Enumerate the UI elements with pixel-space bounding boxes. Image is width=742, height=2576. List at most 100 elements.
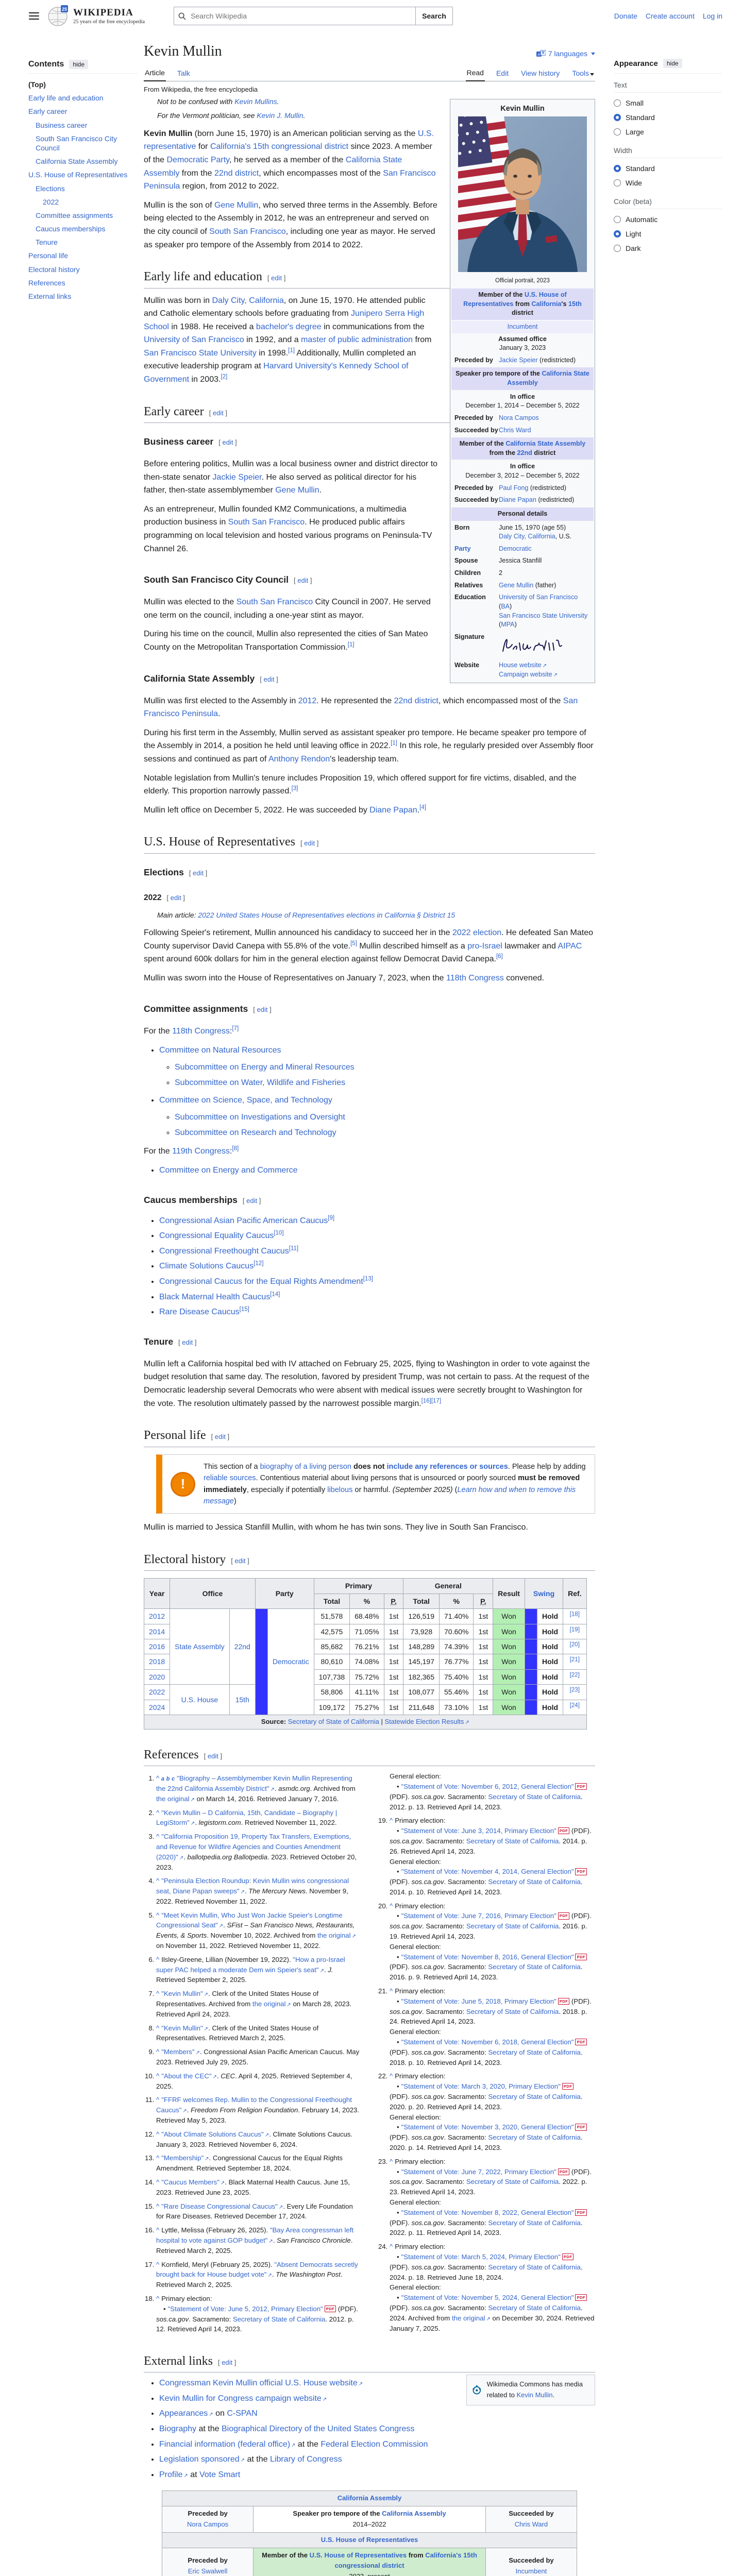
wiki-link[interactable]: California State Assembly — [144, 155, 402, 178]
wiki-link[interactable]: "Statement of Vote: November 4, 2014, Ge… — [401, 1868, 574, 1876]
wiki-link[interactable]: Daly City, California — [212, 296, 284, 305]
wiki-link[interactable]: U.S. House of Representatives — [321, 2535, 418, 2544]
wiki-link[interactable]: Nora Campos — [499, 414, 539, 421]
toc-item-california-state-assembly[interactable]: California State Assembly — [36, 157, 118, 166]
wiki-link[interactable]: "How a pro-Israel super PAC helped a mod… — [156, 1955, 345, 1974]
backlink[interactable]: ^ — [156, 1990, 160, 1998]
wiki-link[interactable]: 2012 — [149, 1612, 165, 1621]
wiki-link[interactable]: "Statement of Vote: June 7, 2016, Primar… — [401, 1912, 556, 1920]
wiki-link[interactable]: Appearances — [159, 2409, 208, 2418]
wikipedia-logo[interactable]: 25 WIKIPEDIA 25 years of the free encycl… — [47, 4, 145, 28]
wiki-link[interactable]: "Statement of Vote: March 5, 2024, Prima… — [401, 2252, 561, 2261]
wiki-link[interactable]: South San Francisco — [228, 518, 305, 527]
wiki-link[interactable]: references or sources — [430, 1462, 508, 1471]
header-link-donate[interactable]: Donate — [614, 12, 637, 20]
wiki-link[interactable]: "About Climate Solutions Caucus" — [161, 2130, 264, 2138]
wiki-link[interactable]: California's 15th congressional district — [334, 2551, 477, 2570]
header-link-log-in[interactable]: Log in — [702, 12, 722, 20]
wiki-link[interactable]: Climate Solutions Caucus — [159, 1262, 254, 1271]
wiki-link[interactable]: California State Assembly — [505, 440, 586, 448]
edit-link[interactable]: edit — [222, 438, 233, 447]
wiki-link[interactable]: Secretary of State of California — [488, 2303, 581, 2312]
wiki-link[interactable]: San Francisco State University — [144, 348, 257, 358]
wiki-link[interactable]: Anthony Rendon — [268, 754, 330, 764]
toc-item--top-[interactable]: (Top) — [28, 80, 46, 89]
wiki-link[interactable]: "Kevin Mullin" — [161, 2024, 203, 2032]
reference-citation[interactable]: [23] — [569, 1687, 580, 1693]
toc-item-committee-assignments[interactable]: Committee assignments — [36, 211, 113, 219]
wiki-link[interactable]: Kevin Mullin for Congress campaign websi… — [159, 2394, 322, 2403]
wiki-link[interactable]: Incumbent — [515, 2567, 547, 2575]
wiki-link[interactable]: "FFRF welcomes Rep. Mullin to the Congre… — [156, 2096, 352, 2114]
wiki-link[interactable]: Secretary of State of California — [466, 1837, 559, 1845]
reference-citation[interactable]: [22] — [569, 1672, 580, 1679]
wiki-link[interactable]: AIPAC — [558, 941, 582, 951]
wiki-link[interactable]: Rare Disease Caucus — [159, 1308, 240, 1317]
wiki-link[interactable]: Democratic — [272, 1657, 309, 1666]
wiki-link[interactable]: Swing — [533, 1589, 555, 1598]
wiki-link[interactable]: Eric Swalwell — [188, 2567, 228, 2575]
wiki-link[interactable]: "Meet Kevin Mullin, Who Just Won Jackie … — [156, 1911, 343, 1929]
contents-hide-button[interactable]: hide — [69, 60, 89, 69]
wiki-link[interactable]: California's 15th congressional district — [210, 142, 349, 151]
toc-item-south-san-francisco-city-council[interactable]: South San Francisco City Council — [36, 134, 117, 152]
backlink[interactable]: ^ — [390, 2072, 393, 2080]
header-link-create-account[interactable]: Create account — [645, 12, 695, 20]
backlink[interactable]: ^ — [156, 2202, 160, 2210]
backlink[interactable]: ^ — [156, 2048, 160, 2056]
tab-talk[interactable]: Talk — [177, 69, 190, 77]
wiki-link[interactable]: "Bay Area congressman left hospital to v… — [156, 2226, 354, 2244]
backlink[interactable]: ^ — [156, 1808, 160, 1817]
wiki-link[interactable]: Secretary of State of California — [488, 2048, 581, 2056]
wiki-link[interactable]: "Biography – Assemblymember Kevin Mullin… — [156, 1774, 352, 1792]
wiki-link[interactable]: 2024 — [149, 1703, 165, 1711]
wiki-link[interactable]: Statewide Election Results — [384, 1717, 464, 1725]
toc-item-personal-life[interactable]: Personal life — [28, 251, 69, 260]
wiki-link[interactable]: Diane Papan — [499, 496, 536, 504]
backlink[interactable]: ^ — [156, 1833, 160, 1841]
tab-read[interactable]: Read — [465, 65, 485, 81]
wiki-link[interactable]: Vote Smart — [199, 2470, 241, 2479]
wiki-link[interactable]: Gene Mullin — [214, 200, 259, 210]
toc-item-early-life-and-education[interactable]: Early life and education — [28, 94, 104, 103]
radio-standard[interactable]: Standard — [614, 161, 722, 176]
wiki-link[interactable]: BA — [501, 602, 510, 610]
reference-citation[interactable]: [3] — [291, 785, 298, 792]
reference-citation[interactable]: [8] — [232, 1146, 239, 1153]
backlink[interactable]: ^ — [156, 2024, 160, 2032]
edit-link[interactable]: edit — [212, 409, 224, 417]
wiki-link[interactable]: "Caucus Members" — [161, 2178, 220, 2187]
hamburger-menu-icon[interactable] — [29, 12, 39, 20]
wiki-link[interactable]: 22nd — [234, 1642, 250, 1651]
wiki-link[interactable]: Library of Congress — [269, 2455, 342, 2464]
wiki-link[interactable]: Biography — [159, 2424, 197, 2433]
wiki-link[interactable]: MPA — [501, 621, 515, 629]
wiki-link[interactable]: "Statement of Vote: November 6, 2018, Ge… — [401, 2038, 574, 2046]
wiki-link[interactable]: Democratic Party — [166, 155, 229, 164]
wiki-link[interactable]: Incumbent — [507, 323, 538, 330]
reference-citation[interactable]: [24] — [569, 1702, 580, 1708]
tab-edit[interactable]: Edit — [496, 69, 509, 77]
wiki-link[interactable]: 22nd — [517, 449, 532, 456]
wiki-link[interactable]: Subcommittee on Investigations and Overs… — [175, 1113, 345, 1122]
wiki-link[interactable]: 118th Congress — [172, 1027, 230, 1036]
reference-citation[interactable]: [2] — [221, 374, 228, 380]
reference-citation[interactable]: [5] — [350, 940, 357, 947]
wiki-link[interactable]: Learn how and when to remove this messag… — [204, 1485, 576, 1505]
wiki-link[interactable]: Secretary of State of California — [232, 2315, 326, 2323]
reference-citation[interactable]: [10] — [274, 1230, 284, 1236]
wiki-link[interactable]: California Assembly — [382, 2510, 446, 2518]
edit-link[interactable]: edit — [207, 1752, 218, 1760]
wiki-link[interactable]: Kevin Mullins — [234, 97, 277, 106]
reference-citation[interactable]: [16][17] — [421, 1398, 442, 1404]
reference-citation[interactable]: [13] — [363, 1276, 373, 1282]
wiki-link[interactable]: 2014 — [149, 1627, 165, 1636]
wiki-link[interactable]: "Members" — [161, 2048, 195, 2056]
tab-tools[interactable]: Tools — [571, 65, 595, 81]
wiki-link[interactable]: Black Maternal Health Caucus — [159, 1292, 271, 1301]
wiki-link[interactable]: Financial information (federal office) — [159, 2439, 291, 2449]
radio-large[interactable]: Large — [614, 125, 722, 139]
wiki-link[interactable]: Paul Fong — [499, 484, 529, 492]
appearance-hide-button[interactable]: hide — [663, 59, 682, 68]
wiki-link[interactable]: "Statement of Vote: November 6, 2012, Ge… — [401, 1782, 574, 1790]
